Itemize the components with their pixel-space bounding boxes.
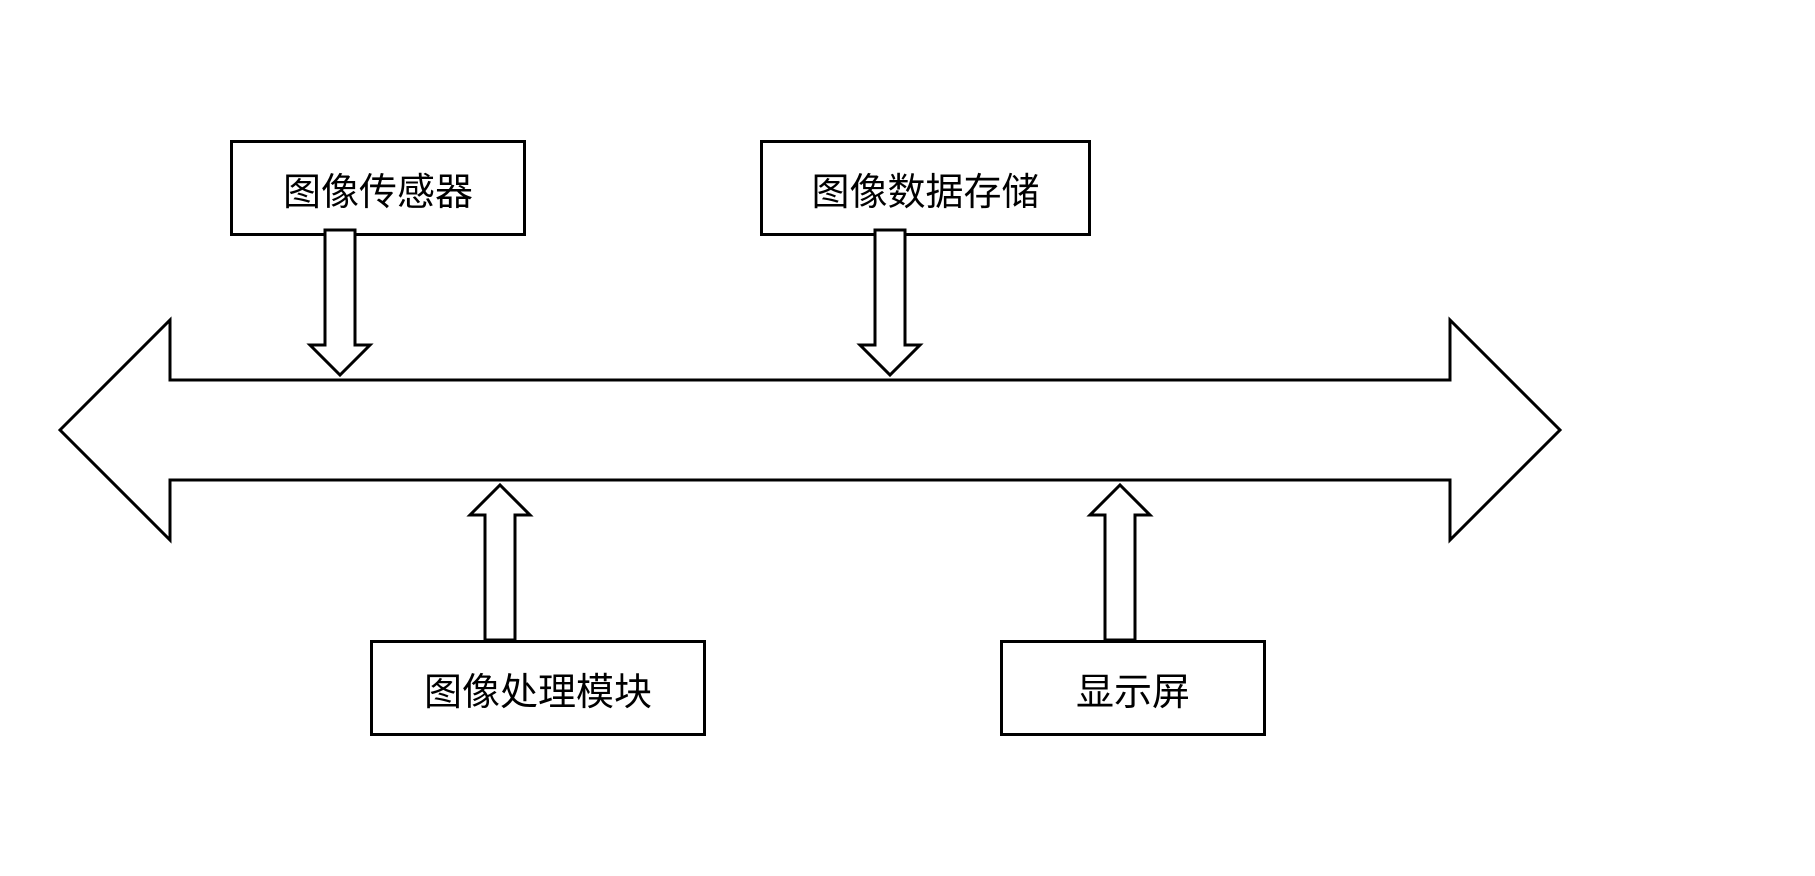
node-image-sensor-label: 图像传感器 [283, 161, 473, 216]
bus-label: 数据总线 [750, 413, 902, 468]
node-image-processing-label: 图像处理模块 [424, 661, 652, 716]
arrow-display-to-bus [1090, 485, 1150, 640]
arrow-sensor-to-bus [310, 230, 370, 375]
node-display-label: 显示屏 [1076, 661, 1190, 716]
node-image-storage: 图像数据存储 [760, 140, 1091, 236]
arrows-layer [0, 0, 1815, 876]
node-image-sensor: 图像传感器 [230, 140, 526, 236]
node-image-storage-label: 图像数据存储 [811, 161, 1039, 216]
node-display: 显示屏 [1000, 640, 1266, 736]
node-image-processing: 图像处理模块 [370, 640, 706, 736]
diagram-canvas: 图像传感器 图像数据存储 图像处理模块 显示屏 数据总线 [0, 0, 1815, 876]
arrow-storage-to-bus [860, 230, 920, 375]
arrow-process-to-bus [470, 485, 530, 640]
